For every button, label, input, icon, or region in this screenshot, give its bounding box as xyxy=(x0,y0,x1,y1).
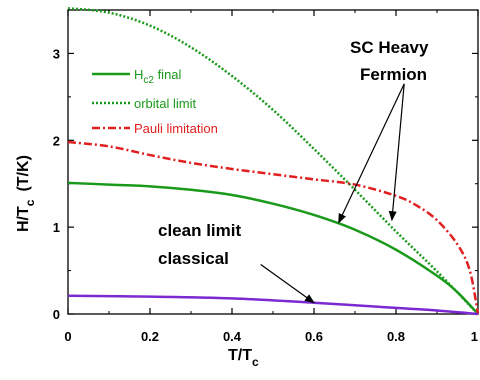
legend-hc2-base: H xyxy=(134,67,143,82)
x-tick-label: 0.4 xyxy=(223,329,242,344)
annotation-arrow-2 xyxy=(260,264,315,304)
y-axis-label-sub: c xyxy=(23,199,37,206)
y-axis-label-main: H/T xyxy=(15,206,32,232)
x-tick-label: 0.6 xyxy=(305,329,323,344)
x-axis-ticks: 0 0.2 0.4 0.6 0.8 1 xyxy=(64,10,479,344)
series-line-0 xyxy=(67,181,479,315)
x-tick-label: 1 xyxy=(471,329,478,344)
y-tick-label: 3 xyxy=(53,46,60,61)
legend-label-hc2: Hc2 final xyxy=(134,67,182,86)
series-line-2 xyxy=(67,140,480,315)
series-line-1 xyxy=(67,7,479,315)
x-axis-label: T/Tc xyxy=(228,347,259,369)
y-tick-label: 0 xyxy=(53,307,60,322)
x-tick-label: 0.2 xyxy=(141,329,159,344)
x-tick-label: 0.8 xyxy=(387,329,405,344)
x-tick-label: 0 xyxy=(64,329,71,344)
y-tick-label: 2 xyxy=(53,133,60,148)
annotation-sc-heavy: SC Heavy xyxy=(350,38,429,57)
legend-hc2-sub: c2 xyxy=(143,75,154,86)
legend: Hc2 final orbital limit Pauli limitation xyxy=(92,67,218,136)
annotation-arrow-1 xyxy=(388,83,405,222)
annotation-clean-limit: clean limit xyxy=(158,221,241,240)
annotation-arrow-0 xyxy=(338,83,405,224)
y-axis-label-tail: (T/K) xyxy=(15,155,32,191)
legend-hc2-tail: final xyxy=(154,67,182,82)
x-axis-label-main: T/T xyxy=(228,347,252,364)
y-tick-label: 1 xyxy=(53,220,60,235)
x-axis-label-sub: c xyxy=(252,355,259,369)
arrow-layer xyxy=(260,83,405,304)
legend-label-orbital: orbital limit xyxy=(134,96,197,111)
legend-label-pauli: Pauli limitation xyxy=(134,121,218,136)
annotation-fermion: Fermion xyxy=(360,65,427,84)
y-axis-label: H/Tc (T/K) xyxy=(15,155,37,232)
annotation-classical: classical xyxy=(158,249,229,268)
